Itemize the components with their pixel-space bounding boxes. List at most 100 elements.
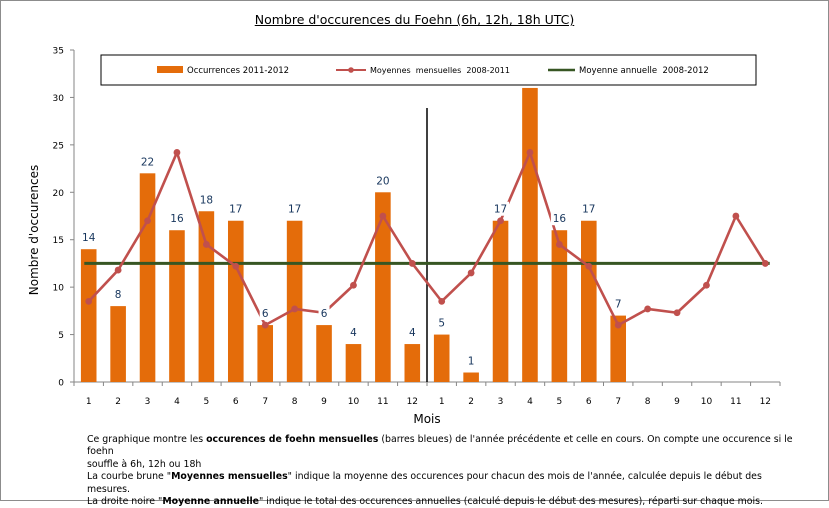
data-labels: 148221618176176420451173116177: [80, 68, 624, 368]
x-tick-label: 8: [292, 397, 298, 407]
legend-line-label: Moyennes mensuelles 2008-2011: [370, 66, 510, 75]
monthly-mean-point: [173, 149, 181, 156]
data-label-bg: [197, 192, 215, 207]
y-axis-title: Nombre d'occurences: [27, 165, 41, 295]
monthly-mean-point: [144, 217, 151, 225]
data-label-text: 22: [141, 156, 154, 168]
legend: Occurrences 2011-2012 Moyennes mensuelles…: [100, 54, 757, 86]
monthly-mean-point: [497, 217, 504, 225]
data-label: 1: [465, 353, 477, 368]
data-label: 17: [492, 201, 510, 216]
x-tick-label: 1: [439, 397, 445, 407]
data-label-bg: [374, 173, 392, 188]
data-label-text: 1: [468, 356, 475, 368]
data-label-text: 4: [409, 327, 416, 339]
x-tick-label: 2: [115, 397, 121, 407]
data-label: 17: [580, 201, 598, 216]
monthly-mean-point: [438, 297, 446, 305]
legend-line-marker: [348, 67, 354, 73]
x-tick-label: 4: [527, 397, 533, 407]
data-label: 5: [436, 315, 448, 330]
data-label: 6: [259, 306, 271, 321]
data-label: 4: [406, 325, 418, 340]
bar: [257, 325, 274, 382]
data-label: 17: [286, 201, 304, 216]
x-tick-label: 9: [674, 397, 680, 407]
x-tick-label: 2: [468, 397, 474, 407]
data-label: 8: [112, 287, 124, 302]
data-label-text: 16: [170, 213, 184, 225]
data-label-bg: [139, 154, 157, 169]
data-label: 14: [80, 230, 98, 245]
y-tick-label: 35: [53, 47, 64, 57]
bar: [169, 230, 185, 382]
y-tick-label: 0: [58, 379, 64, 389]
y-tick-label: 10: [53, 284, 65, 294]
data-label-text: 7: [615, 299, 622, 311]
monthly-mean-point: [291, 305, 299, 313]
bar: [492, 220, 509, 382]
y-tick-label: 15: [53, 236, 64, 246]
data-label: 16: [550, 211, 568, 226]
data-label-text: 6: [321, 308, 328, 320]
x-tick-label: 12: [407, 397, 418, 407]
x-tick-label: 7: [262, 397, 268, 407]
x-tick-label: 12: [760, 397, 771, 407]
data-label: 4: [347, 325, 359, 340]
bar: [80, 249, 97, 382]
data-label-text: 20: [376, 175, 389, 187]
data-label-text: 17: [494, 204, 507, 216]
data-label-bg: [492, 201, 510, 216]
monthly-mean-line: [85, 149, 769, 329]
bar: [463, 372, 479, 382]
bar: [316, 325, 332, 382]
x-tick-label: 9: [321, 397, 327, 407]
bar: [345, 344, 362, 382]
data-label-text: 14: [82, 232, 96, 244]
x-tick-label: 5: [557, 397, 563, 407]
data-label-text: 8: [115, 289, 122, 301]
data-label-text: 17: [229, 204, 242, 216]
x-tick-label: 1: [86, 397, 92, 407]
data-label-text: 17: [582, 204, 595, 216]
x-tick-label: 3: [145, 397, 151, 407]
note-line-4: La droite noire "Moyenne annuelle" indiq…: [87, 496, 763, 508]
x-tick-label: 11: [377, 397, 388, 407]
monthly-mean-point: [703, 281, 710, 289]
data-label-text: 18: [200, 194, 213, 206]
data-label: 22: [139, 154, 157, 169]
data-label-bg: [465, 353, 477, 368]
data-label-bg: [259, 306, 271, 321]
y-tick-label: 25: [53, 141, 64, 151]
bar: [522, 87, 538, 382]
monthly-mean-point: [232, 262, 240, 270]
monthly-mean-point: [379, 212, 387, 220]
bar: [198, 211, 215, 382]
note-line-1: Ce graphique montre les occurences de fo…: [87, 434, 793, 458]
data-label: 7: [612, 296, 624, 311]
data-label-bg: [318, 306, 330, 321]
data-label-bg: [168, 211, 186, 226]
monthly-mean-point: [673, 309, 681, 317]
monthly-mean-point: [614, 321, 622, 329]
bar: [433, 334, 450, 382]
legend-box: [100, 54, 757, 86]
monthly-mean-point: [467, 269, 475, 277]
data-label: 6: [318, 306, 330, 321]
data-label-bg: [550, 211, 568, 226]
x-axis-title: Mois: [413, 412, 440, 426]
x-tick-label: 7: [615, 397, 621, 407]
data-label-bg: [227, 201, 245, 216]
y-tick-label: 30: [53, 94, 65, 104]
y-tick-label: 5: [58, 331, 64, 341]
monthly-mean-point: [261, 321, 269, 329]
bar: [375, 192, 391, 382]
data-label-text: 17: [288, 204, 301, 216]
monthly-mean-point: [555, 241, 563, 248]
bar: [139, 173, 156, 382]
bar: [580, 220, 597, 382]
data-label: 17: [227, 201, 245, 216]
chart-title: Nombre d'occurences du Foehn (6h, 12h, 1…: [254, 12, 575, 27]
